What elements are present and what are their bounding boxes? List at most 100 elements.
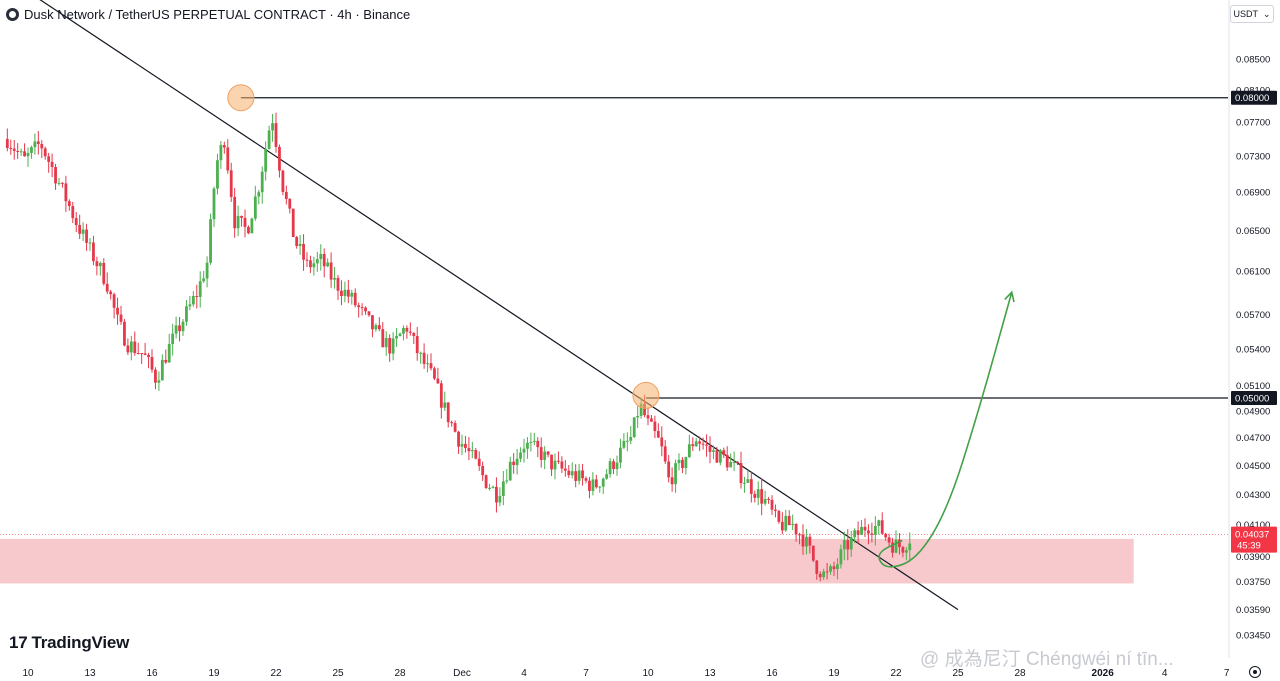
candle-down [901, 547, 905, 553]
candle-down [887, 537, 891, 543]
candle-down [346, 289, 350, 297]
price-tick-label: 0.03750 [1236, 577, 1270, 588]
candle-up [598, 486, 602, 488]
candle-down [815, 560, 819, 574]
candle-down [787, 515, 791, 526]
candle-down [64, 183, 68, 202]
candle-down [78, 224, 82, 234]
candle-down [643, 403, 646, 416]
candle-up [805, 536, 808, 547]
candle-up [491, 486, 495, 488]
candle-down [867, 530, 870, 534]
candle-down [195, 295, 199, 297]
candle-down [23, 151, 26, 157]
time-tick-label: 2026 [1092, 668, 1115, 679]
symbol-title[interactable]: Dusk Network / TetherUS PERPETUAL CONTRA… [24, 6, 411, 22]
candle-down [71, 205, 75, 219]
candle-down [154, 369, 157, 383]
candle-up [505, 480, 509, 482]
candle-down [281, 170, 285, 192]
candles [5, 112, 912, 582]
candle-down [594, 479, 598, 488]
candle-down [433, 368, 436, 379]
candle-down [660, 437, 664, 447]
candle-up [236, 215, 240, 229]
candle-up [860, 526, 863, 535]
touch-point-marker[interactable] [632, 381, 660, 409]
candle-up [181, 321, 185, 332]
candle-down [291, 208, 295, 237]
candle-up [877, 520, 881, 526]
candle-down [133, 341, 137, 354]
candle-down [794, 523, 798, 535]
candle-down [67, 201, 71, 206]
candle-up [209, 219, 212, 263]
candle-down [357, 305, 361, 308]
candle-down [701, 443, 705, 445]
candle-up [629, 436, 633, 441]
price-tick-label: 0.06500 [1236, 226, 1270, 237]
candle-down [770, 499, 774, 510]
candle-up [402, 327, 405, 334]
candle-up [319, 253, 323, 260]
candle-up [257, 192, 261, 197]
candle-up [98, 262, 102, 267]
candle-up [836, 564, 839, 570]
projection-arrow[interactable] [878, 292, 1013, 568]
candle-up [202, 278, 206, 282]
candle-down [715, 450, 719, 463]
gear-icon[interactable] [1249, 666, 1261, 678]
candle-down [777, 510, 781, 522]
level-price-tag [1231, 90, 1277, 105]
candle-up [326, 262, 330, 267]
candle-up [729, 462, 733, 468]
candle-up [694, 441, 698, 447]
candle-down [143, 353, 147, 355]
candle-down [240, 215, 243, 218]
candle-up [30, 147, 33, 153]
support-zone[interactable] [0, 538, 1134, 584]
candle-up [185, 306, 188, 322]
candle-up [791, 523, 795, 526]
candle-up [498, 495, 502, 503]
candle-down [429, 363, 433, 369]
candle-down [226, 147, 230, 171]
candle-up [391, 338, 395, 354]
candle-down [278, 146, 281, 171]
candle-down [656, 431, 660, 438]
price-tick-label: 0.04300 [1236, 490, 1270, 501]
candle-down [150, 356, 154, 370]
candle-down [863, 526, 867, 531]
candle-down [40, 143, 44, 149]
projection-arrow-head [1004, 290, 1015, 303]
candle-up [250, 218, 254, 234]
time-tick-label: 19 [208, 668, 220, 679]
level-price-label: 0.08000 [1235, 93, 1269, 104]
candle-up [26, 152, 30, 157]
candle-up [687, 444, 691, 458]
candle-down [116, 307, 119, 315]
candle-down [288, 198, 292, 209]
candle-up [577, 470, 581, 481]
candle-down [164, 359, 168, 363]
time-tick-label: 7 [583, 668, 589, 679]
candle-down [329, 262, 333, 280]
candle-down [818, 573, 822, 578]
touch-point-marker[interactable] [227, 84, 255, 112]
currency-selector-button[interactable]: USDT ⌄ [1230, 5, 1274, 23]
candle-down [322, 253, 326, 267]
candle-up [522, 448, 526, 453]
candle-down [436, 378, 440, 384]
candle-up [622, 441, 626, 448]
watermark-text: @ 成為尼汀 Chéngwéi ní tīn... [920, 649, 1174, 670]
descending-trendline[interactable] [7, 0, 959, 611]
candle-down [336, 277, 340, 291]
candle-up [639, 403, 643, 416]
tradingview-logo[interactable]: 17 TradingView [9, 632, 129, 654]
candle-down [825, 571, 829, 573]
candle-up [873, 525, 877, 535]
candle-down [247, 226, 250, 234]
price-tick-label: 0.03900 [1236, 552, 1270, 563]
candle-down [467, 448, 471, 452]
